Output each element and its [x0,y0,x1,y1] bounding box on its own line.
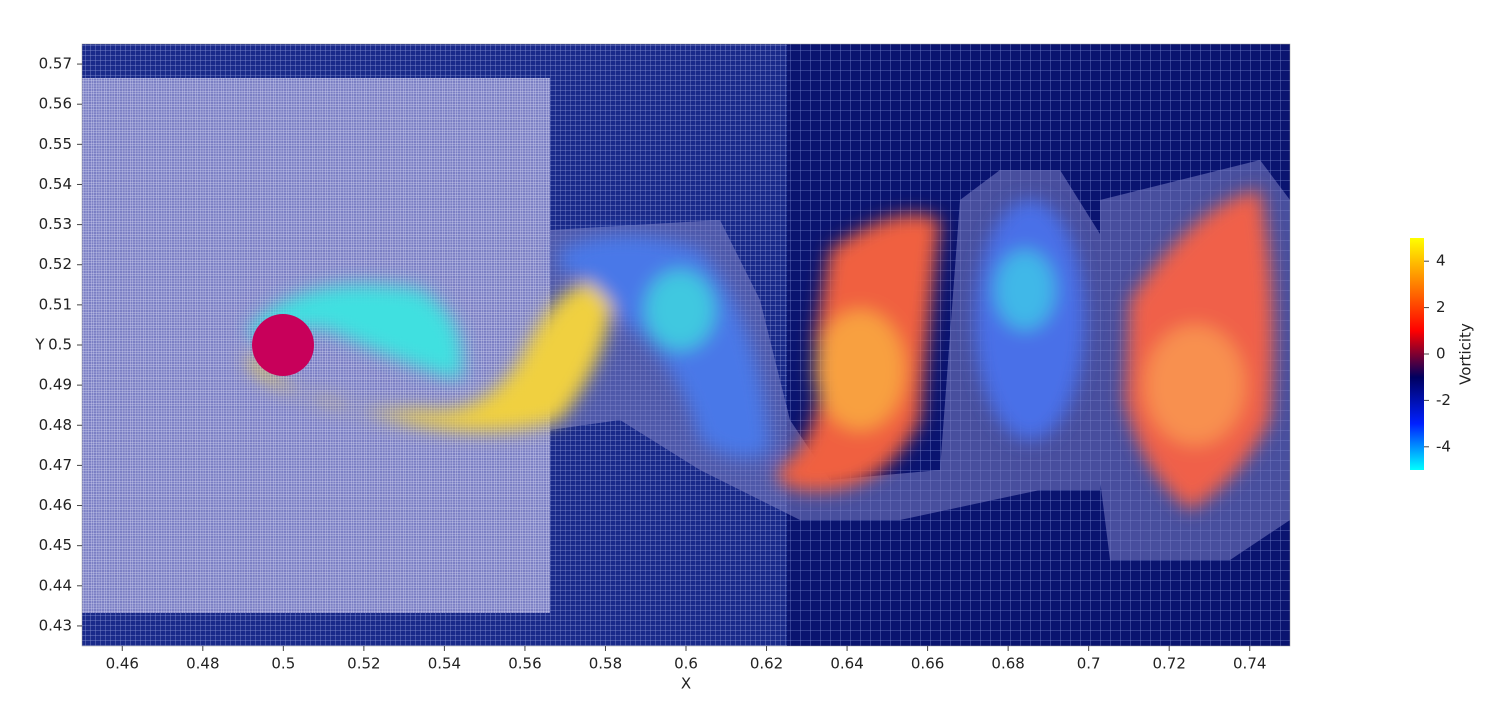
x-tick-label: 0.5 [271,655,295,673]
y-tick-label: 0.46 [39,496,72,514]
x-tick-label: 0.7 [1077,655,1101,673]
shear-layer-neg [250,285,462,380]
cylinder [252,314,314,376]
y-tick-label: 0.55 [39,135,72,153]
x-tick-label: 0.6 [674,655,698,673]
field [82,44,1290,646]
y-tick-label: 0.43 [39,616,72,634]
colorbar-tick-label: 4 [1436,252,1446,270]
x-tick-label: 0.74 [1233,655,1266,673]
x-tick-label: 0.66 [911,655,944,673]
y-tick-label: 0.56 [39,95,72,113]
shear-layer-pos [250,279,615,432]
y-axis-label: Y [34,336,45,354]
colorbar [1410,238,1424,470]
colorbar-label: Vorticity [1457,323,1475,385]
x-tick-label: 0.62 [750,655,783,673]
y-tick-label: 0.44 [39,576,72,594]
colorbar-tick-label: 2 [1436,298,1446,316]
x-tick-label: 0.46 [106,655,139,673]
colorbar-tick-label: -4 [1436,437,1451,455]
colorbar-tick-label: -2 [1436,391,1451,409]
y-tick-label: 0.49 [39,376,72,394]
y-tick-label: 0.48 [39,416,72,434]
x-tick-label: 0.64 [830,655,863,673]
vortex-core-neg-1 [645,270,715,350]
x-tick-label: 0.52 [347,655,380,673]
vortex-core-pos-1 [815,310,905,430]
x-tick-label: 0.56 [508,655,541,673]
x-tick-label: 0.58 [589,655,622,673]
mesh-fine [82,78,550,613]
x-tick-label: 0.48 [186,655,219,673]
y-tick-label: 0.45 [39,536,72,554]
x-tick-label: 0.54 [428,655,461,673]
y-tick-label: 0.57 [39,55,72,73]
x-axis-label: X [681,675,691,693]
vortex-core-pos-2 [1145,325,1245,445]
vortices [250,190,1274,510]
y-tick-label: 0.52 [39,255,72,273]
y-tick-label: 0.53 [39,215,72,233]
x-tick-label: 0.72 [1152,655,1185,673]
vortex-neg-1 [560,235,770,458]
colorbar-tick-label: 0 [1436,345,1446,363]
vortex-core-neg-2 [995,250,1055,330]
x-tick-label: 0.68 [991,655,1024,673]
y-tick-label: 0.47 [39,456,72,474]
y-tick-label: 0.51 [39,295,72,313]
y-tick-label: 0.5 [48,336,72,354]
y-tick-label: 0.54 [39,175,72,193]
